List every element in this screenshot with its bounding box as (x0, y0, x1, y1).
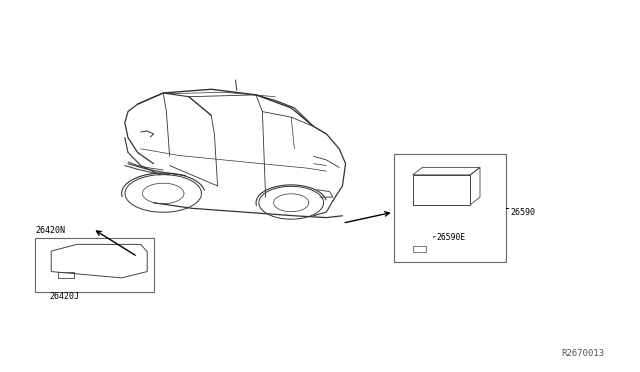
Bar (35, 238, 154, 292)
Text: 26590: 26590 (511, 208, 536, 217)
Text: 26590E: 26590E (436, 233, 466, 242)
Text: 26420N: 26420N (35, 226, 65, 235)
Bar (394, 154, 506, 262)
Text: R2670013: R2670013 (562, 349, 605, 358)
Bar (413, 175, 470, 205)
Bar (413, 246, 426, 252)
Text: 26420J: 26420J (49, 292, 79, 301)
